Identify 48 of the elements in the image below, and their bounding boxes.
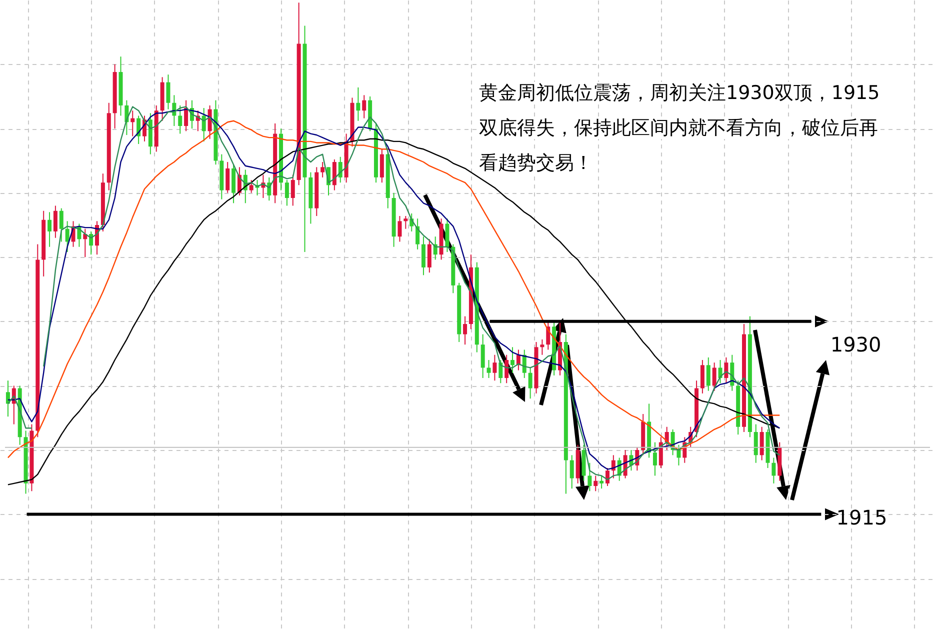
candlestick [570,454,574,490]
candlestick [249,180,254,194]
candlestick [652,442,657,476]
candlestick [130,110,135,137]
candlestick [178,104,182,134]
candlestick [184,100,188,132]
candlestick [65,220,70,252]
candlestick [588,462,592,492]
candlestick [48,212,52,248]
ref-line-label: 1930 [830,332,882,356]
annotation: 黄金周初低位震荡，周初关注1930双顶，1915双底得失，保持此区间内就不看方向，破位后再看趋势交易！ [479,82,880,174]
candlestick [712,362,716,392]
candlestick [136,115,141,144]
candlestick [772,457,776,484]
candlestick [380,148,384,184]
candlestick [421,236,426,276]
candlestick [594,475,598,492]
candlestick [202,108,206,142]
candlestick [320,162,325,178]
candlestick [504,354,509,384]
candlestick [416,218,420,250]
candlestick [486,360,491,378]
candlestick [362,94,366,119]
candlestick [166,74,170,110]
candlestick [226,162,230,194]
candlestick [724,356,728,384]
candlestick [706,356,710,392]
candlestick [463,316,468,346]
candlestick [445,218,450,252]
ref-line-label: 1915 [836,505,888,530]
candlestick [398,216,402,242]
candlestick [59,208,64,242]
candlestick [540,338,544,356]
candlestick [676,444,681,466]
candlestick [510,346,515,374]
candlestick [356,86,360,122]
candlestick [760,426,764,461]
candlestick [284,180,289,206]
candlestick [53,205,58,238]
candlestick [492,354,497,382]
candlestick [700,360,704,394]
candlestick [332,158,336,191]
candlestick [427,238,432,274]
candlestick [754,424,758,464]
candlestick [480,334,485,378]
candlestick [600,475,604,490]
candlestick [528,367,532,400]
candlestick [404,216,408,230]
